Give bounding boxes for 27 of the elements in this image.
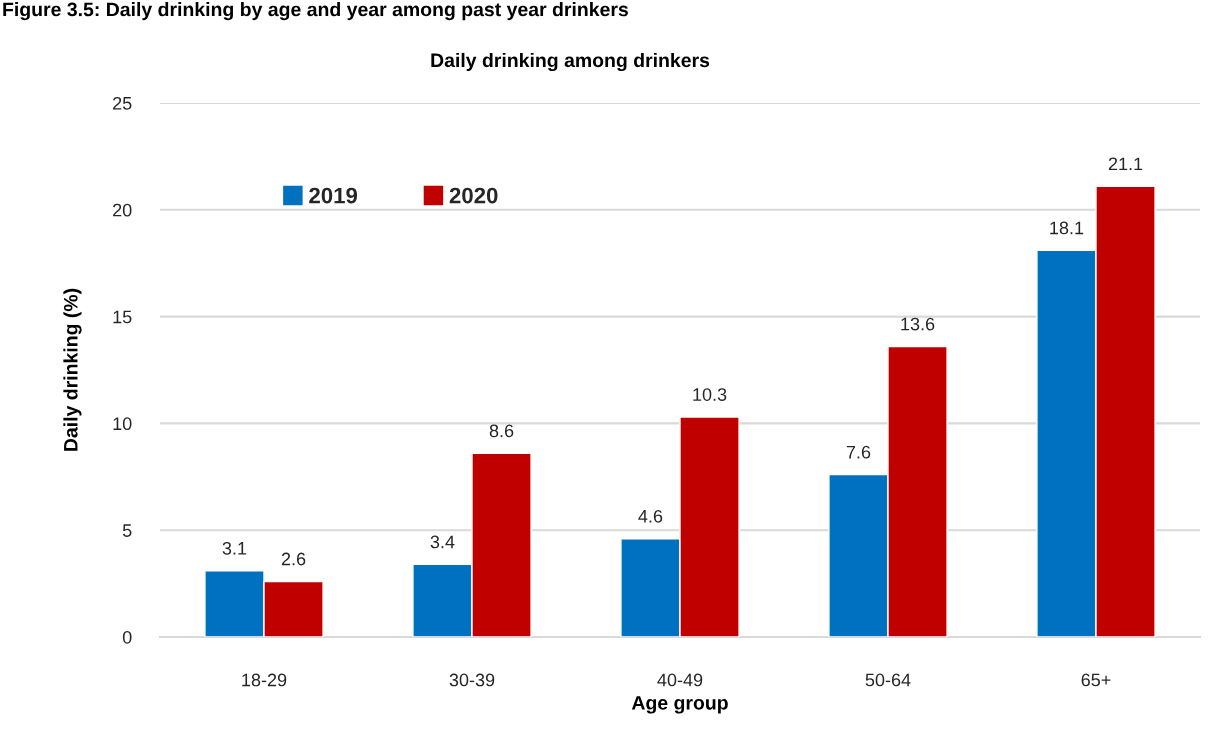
y-axis-title: Daily drinking (%) (63, 288, 82, 451)
caption: Figure 3.5: Daily drinking by age and year among past year drinkers (3, 2, 628, 21)
data-label: 13.6 (901, 317, 935, 331)
y-tick-label: 25 (113, 96, 132, 110)
x-tick-label: 40-49 (657, 673, 703, 687)
y-tick-label: 0 (122, 630, 132, 644)
x-tick-label: 50-64 (865, 673, 911, 687)
data-label: 21.1 (1108, 157, 1143, 171)
y-tick-label: 10 (113, 417, 132, 431)
legend-label: 2020 (449, 187, 498, 204)
data-label: 4.6 (638, 509, 663, 523)
data-label: 8.6 (489, 424, 514, 438)
data-label: 3.4 (430, 535, 455, 549)
legend-label: 2019 (309, 187, 358, 204)
y-tick-label: 20 (113, 203, 132, 217)
x-tick-label: 30-39 (449, 673, 495, 687)
y-tick-label: 5 (122, 524, 132, 537)
x-tick-label: 18-29 (242, 673, 287, 687)
data-label: 7.6 (846, 445, 871, 459)
y-tick-label: 15 (113, 310, 132, 324)
x-axis-title: Age group (631, 696, 728, 714)
data-label: 3.1 (222, 541, 247, 555)
x-tick-label: 65+ (1081, 673, 1111, 687)
data-label: 2.6 (281, 552, 306, 566)
data-label: 18.1 (1050, 221, 1084, 235)
data-label: 10.3 (693, 388, 727, 401)
chart-title: Daily drinking among drinkers (431, 52, 710, 72)
